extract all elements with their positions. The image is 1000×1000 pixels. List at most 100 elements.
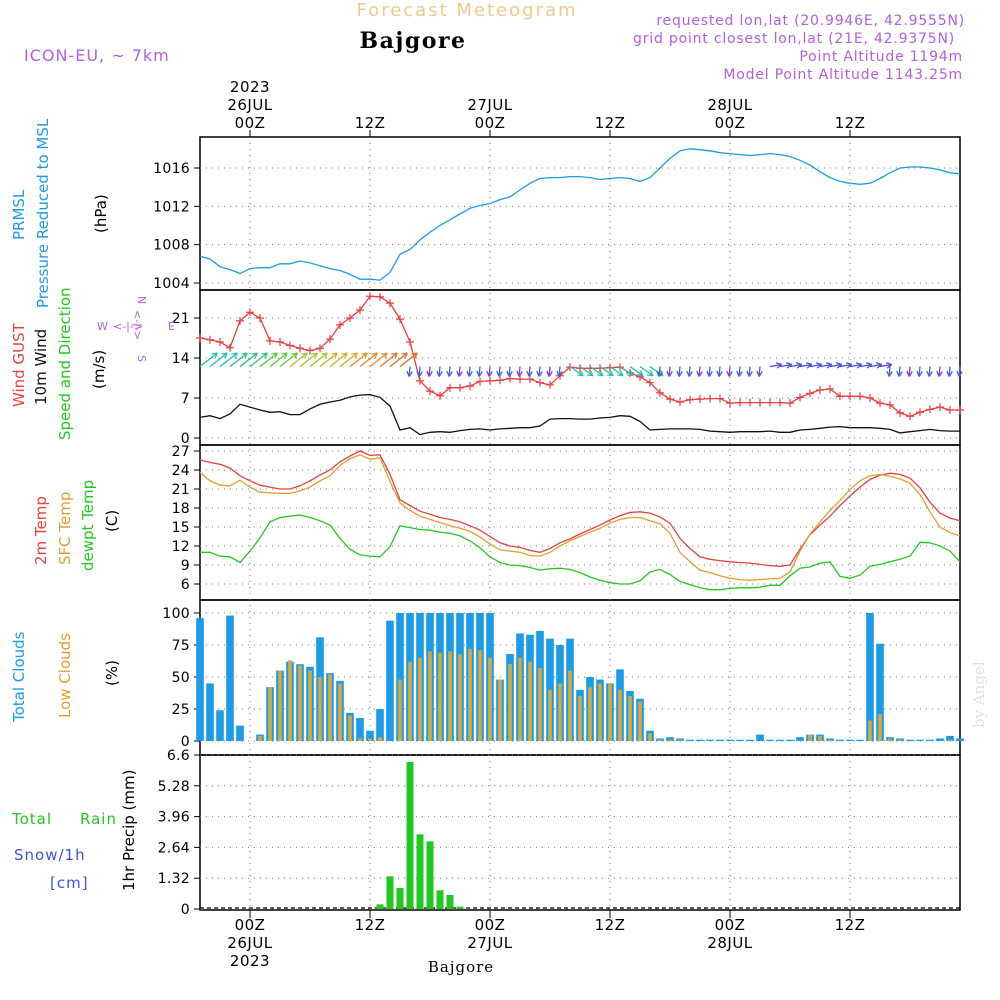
wind-gust-point (946, 406, 954, 414)
wind-gust-point (646, 378, 654, 387)
y-tick-label: 2.64 (158, 840, 190, 856)
low-cloud-bar (478, 650, 482, 741)
total-cloud-bar (906, 739, 914, 741)
low-cloud-bar (638, 701, 642, 741)
label-total: Total (11, 810, 52, 828)
wind-direction-arrow (279, 352, 298, 368)
wind-direction-arrow (696, 366, 703, 377)
label-10m-wind: 10m Wind (32, 329, 50, 405)
label-cm: [cm] (50, 874, 89, 892)
wind-direction-arrow (359, 352, 378, 368)
label-snow: Snow/1h (14, 846, 86, 864)
top-hour-label: 12Z (835, 114, 866, 132)
y-tick-label: 9 (181, 558, 190, 574)
y-tick-label: 7 (181, 391, 190, 407)
wind-direction-arrow (676, 366, 683, 377)
label-hpa: (hPa) (92, 194, 110, 233)
wind-direction-arrow (629, 366, 644, 377)
low-cloud-bar (358, 738, 362, 741)
precip-bar (426, 841, 434, 909)
y-tick-label: 0 (181, 431, 190, 447)
wind-gust-point (396, 315, 404, 324)
wind-gust-point (846, 392, 854, 401)
low-cloud-bar (498, 679, 502, 741)
low-cloud-bar (898, 739, 902, 741)
wind-gust-point (476, 377, 484, 386)
wind-gust-point (866, 394, 874, 402)
wind-gust-point (736, 398, 744, 407)
label-celsius: (C) (103, 510, 121, 532)
y-tick-label: 3.96 (158, 810, 190, 826)
wind-gust-point (786, 399, 794, 408)
wind-10m-line (199, 393, 960, 436)
panel-frame-temperature (199, 444, 961, 601)
total-cloud-bar (216, 710, 224, 741)
y-tick-label: 5.28 (158, 779, 190, 795)
wind-direction-arrow (619, 366, 634, 377)
wind-direction-arrow (956, 366, 963, 377)
wind-direction-arrow (239, 352, 258, 368)
total-cloud-bar (846, 739, 854, 741)
wind-direction-arrow (496, 366, 503, 377)
wind-direction-arrow (289, 352, 308, 368)
wind-direction-arrow (916, 366, 923, 377)
wind-direction-arrow (839, 362, 853, 369)
wind-gust-point (806, 389, 814, 398)
precip-bar (436, 890, 444, 909)
low-cloud-bar (548, 689, 552, 741)
low-cloud-bar (348, 715, 352, 741)
wind-gust-point (366, 292, 374, 301)
wind-direction-arrow (726, 366, 733, 377)
wind-direction-arrow (686, 366, 693, 377)
total-cloud-bar (866, 613, 874, 741)
y-tick-label: 6.6 (167, 748, 190, 764)
wind-direction-arrow (466, 366, 473, 377)
wind-direction-arrow (436, 366, 443, 377)
header-model: ICON-EU, ~ 7km (24, 46, 170, 65)
wind-gust-point (466, 382, 474, 390)
wind-gust-point (316, 344, 324, 353)
y-tick-label: 1004 (153, 276, 190, 292)
y-tick-label: 1008 (153, 238, 190, 254)
wind-direction-arrow (656, 366, 663, 377)
wind-direction-arrow (329, 352, 348, 368)
low-cloud-bar (628, 696, 632, 741)
wind-gust-point (886, 400, 894, 409)
wind-gust-point (606, 363, 614, 372)
header-location: Bajgore (360, 28, 467, 54)
wind-gust-point (256, 314, 264, 322)
bottom-hour-label: 12Z (355, 916, 386, 934)
wind-gust-point (246, 308, 254, 317)
wind-direction-arrow (896, 366, 903, 377)
total-cloud-bar (356, 717, 364, 741)
low-cloud-bar (368, 738, 372, 741)
low-cloud-bar (408, 661, 412, 741)
total-cloud-bar (926, 739, 934, 741)
wind-direction-arrow (199, 352, 218, 368)
wind-gust-point (936, 403, 944, 412)
label-sfc-temp: SFC Temp (56, 492, 74, 565)
wind-gust-point (766, 398, 774, 407)
label-total-clouds: Total Clouds (10, 631, 28, 723)
wind-direction-arrow (779, 362, 793, 369)
wind-direction-arrow (769, 362, 783, 369)
compass-n: N (135, 296, 148, 304)
wind-gust-point (896, 408, 904, 417)
low-cloud-bar (598, 683, 602, 741)
low-cloud-bar (578, 696, 582, 741)
y-tick-label: 18 (172, 501, 190, 517)
header-info-line: Point Altitude 1194m (799, 49, 963, 65)
total-cloud-bar (706, 739, 714, 741)
wind-gust-point (686, 395, 694, 404)
low-cloud-bar (818, 735, 822, 741)
bottom-hour-label: 00Z (475, 916, 506, 934)
wind-direction-arrow (716, 366, 723, 377)
low-cloud-bar (278, 670, 282, 741)
low-cloud-bar (808, 734, 812, 741)
label-percent: (%) (103, 660, 121, 686)
wind-gust-point (746, 398, 754, 407)
label-dewpt-temp: dewpt Temp (79, 480, 97, 571)
wind-direction-arrow (946, 366, 953, 377)
bottom-date-label: 27JUL (467, 934, 512, 952)
wind-direction-arrow (309, 352, 328, 368)
